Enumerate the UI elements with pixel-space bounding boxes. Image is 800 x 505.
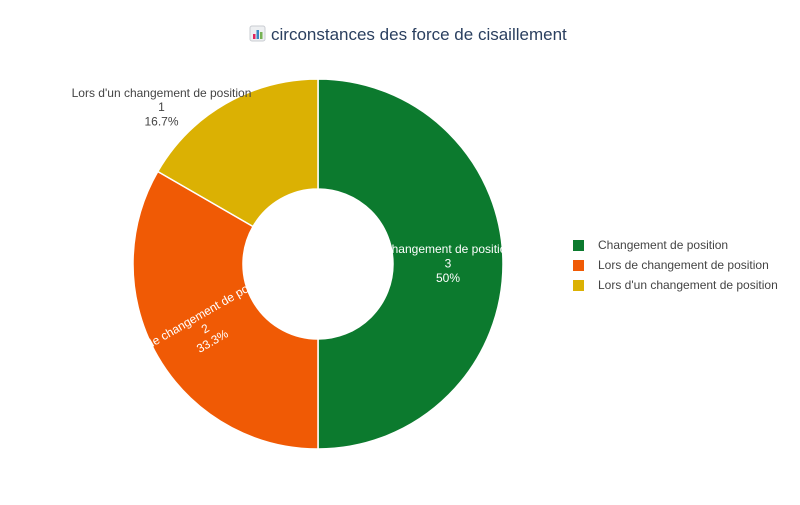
legend-item-changement-de-position[interactable]: Changement de position	[573, 238, 728, 252]
slice-label-lors-d-un-changement-de-position: Lors d'un changement de position 1 16.7%	[72, 86, 252, 129]
legend-swatch	[573, 240, 584, 251]
slice-lors-d-un-changement-de-position[interactable]	[156, 78, 319, 228]
legend-label: Lors d'un changement de position	[598, 278, 778, 292]
legend[interactable]: Changement de position Lors de changement…	[573, 238, 778, 292]
legend-swatch	[573, 280, 584, 291]
bar-chart-emoji-icon	[249, 25, 266, 42]
chart-title-group: circonstances des force de cisaillement	[249, 25, 567, 44]
chart-title: circonstances des force de cisaillement	[271, 25, 567, 44]
legend-item-lors-d-un-changement-de-position[interactable]: Lors d'un changement de position	[573, 278, 778, 292]
donut-slices	[132, 78, 504, 450]
slice-changement-de-position[interactable]	[317, 78, 504, 450]
legend-swatch	[573, 260, 584, 271]
legend-item-lors-de-changement-de-position[interactable]: Lors de changement de position	[573, 258, 769, 272]
legend-label: Changement de position	[598, 238, 728, 252]
slice-lors-de-changement-de-position[interactable]	[132, 170, 319, 450]
legend-label: Lors de changement de position	[598, 258, 769, 272]
slice-label-changement-de-position: Changement de position 3 50%	[383, 242, 513, 285]
